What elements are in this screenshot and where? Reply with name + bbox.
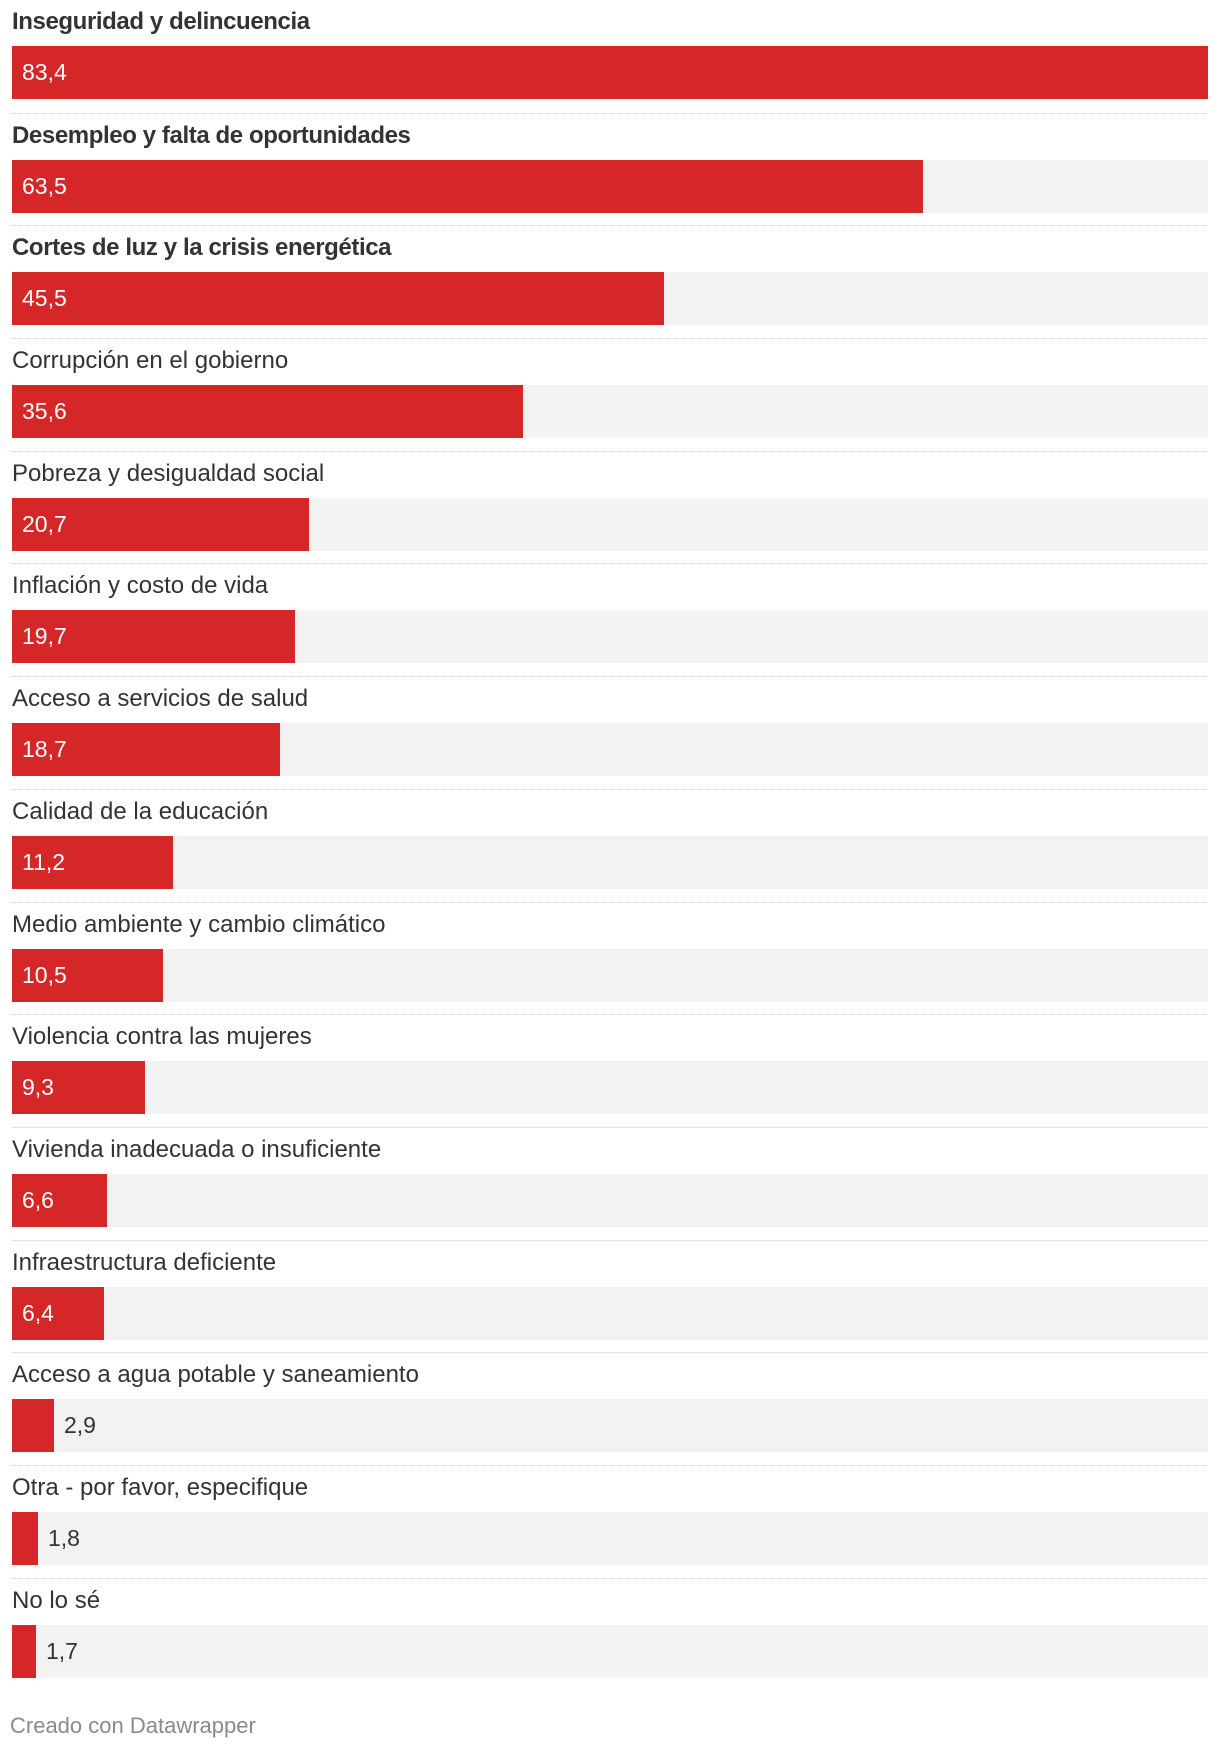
category-label: Inseguridad y delincuencia bbox=[12, 8, 310, 35]
value-label: 11,2 bbox=[22, 848, 66, 875]
bar bbox=[12, 1511, 38, 1565]
bar-track: 45,5 bbox=[12, 272, 1208, 326]
chart-row: Inseguridad y delincuencia 83,4 bbox=[12, 0, 1208, 113]
value-label: 1,7 bbox=[46, 1637, 78, 1664]
bar-track: 6,4 bbox=[12, 1286, 1208, 1340]
category-label: Pobreza y desigualdad social bbox=[12, 459, 325, 487]
category-label: Cortes de luz y la crisis energética bbox=[12, 234, 392, 262]
bar-track: 1,8 bbox=[12, 1511, 1208, 1565]
chart-row: Violencia contra las mujeres 9,3 bbox=[12, 1014, 1208, 1127]
category-label: Corrupción en el gobierno bbox=[12, 347, 289, 375]
datawrapper-credit[interactable]: Creado con Datawrapper bbox=[10, 1713, 256, 1738]
bar bbox=[12, 46, 1208, 99]
bar-track: 9,3 bbox=[12, 1061, 1208, 1115]
bar bbox=[12, 1286, 104, 1340]
value-label: 1,8 bbox=[48, 1524, 80, 1551]
chart-row: Desempleo y falta de oportunidades 63,5 bbox=[12, 112, 1208, 226]
value-label: 18,7 bbox=[22, 736, 67, 763]
bar-track: 2,9 bbox=[12, 1399, 1208, 1453]
category-label: Violencia contra las mujeres bbox=[12, 1023, 312, 1051]
bar bbox=[12, 159, 923, 213]
bar bbox=[12, 835, 173, 889]
bar bbox=[12, 723, 280, 777]
value-label: 10,5 bbox=[22, 961, 67, 988]
bar bbox=[12, 497, 309, 551]
chart-row: Otra - por favor, especifique 1,8 bbox=[12, 1464, 1208, 1578]
value-label: 6,6 bbox=[22, 1186, 54, 1213]
value-label: 35,6 bbox=[22, 398, 67, 425]
category-label: Inflación y costo de vida bbox=[12, 572, 269, 600]
value-label: 2,9 bbox=[64, 1412, 96, 1439]
value-label: 6,4 bbox=[22, 1299, 54, 1326]
chart-row: Acceso a agua potable y saneamiento 2,9 bbox=[12, 1352, 1208, 1465]
category-label: Desempleo y falta de oportunidades bbox=[12, 121, 411, 149]
chart-row: Inflación y costo de vida 19,7 bbox=[12, 563, 1208, 676]
chart-row: Pobreza y desigualdad social 20,7 bbox=[12, 450, 1208, 564]
bar-track: 6,6 bbox=[12, 1173, 1208, 1227]
value-label: 9,3 bbox=[22, 1074, 54, 1101]
category-label: Acceso a agua potable y saneamiento bbox=[12, 1361, 419, 1389]
bar-track: 11,2 bbox=[12, 835, 1208, 889]
chart-row: Cortes de luz y la crisis energética 45,5 bbox=[12, 225, 1208, 338]
bar-track: 20,7 bbox=[12, 497, 1208, 551]
chart-row: No lo sé 1,7 bbox=[12, 1577, 1208, 1691]
bar-track: 18,7 bbox=[12, 723, 1208, 777]
chart-row: Acceso a servicios de salud 18,7 bbox=[12, 676, 1208, 789]
bar-chart: Inseguridad y delincuencia 83,4 Desempleo … bbox=[12, 0, 1208, 1690]
chart-row: Corrupción en el gobierno 35,6 bbox=[12, 338, 1208, 451]
category-label: Otra - por favor, especifique bbox=[12, 1473, 309, 1501]
chart-row: Calidad de la educación 11,2 bbox=[12, 788, 1208, 902]
value-label: 19,7 bbox=[22, 623, 67, 650]
category-label: Infraestructura deficiente bbox=[12, 1248, 277, 1276]
bar bbox=[12, 610, 295, 664]
bar bbox=[12, 948, 163, 1002]
bar-track: 1,7 bbox=[12, 1624, 1208, 1678]
value-label: 63,5 bbox=[22, 172, 67, 199]
bar-track: 83,4 bbox=[12, 46, 1208, 99]
bar bbox=[12, 1173, 107, 1227]
value-label: 20,7 bbox=[22, 510, 67, 537]
category-label: Acceso a servicios de salud bbox=[12, 685, 309, 713]
bar-track: 10,5 bbox=[12, 948, 1208, 1002]
category-label: Vivienda inadecuada o insuficiente bbox=[12, 1135, 382, 1163]
chart-row: Infraestructura deficiente 6,4 bbox=[12, 1239, 1208, 1353]
bar-track: 63,5 bbox=[12, 159, 1208, 213]
bar-track: 35,6 bbox=[12, 385, 1208, 439]
value-label: 83,4 bbox=[22, 59, 67, 85]
bar bbox=[12, 1399, 54, 1453]
bar bbox=[12, 1061, 145, 1115]
chart-row: Vivienda inadecuada o insuficiente 6,6 bbox=[12, 1126, 1208, 1240]
bar bbox=[12, 1624, 36, 1678]
chart-row: Medio ambiente y cambio climático 10,5 bbox=[12, 901, 1208, 1015]
category-label: No lo sé bbox=[12, 1586, 101, 1614]
bar-track: 19,7 bbox=[12, 610, 1208, 664]
bar bbox=[12, 272, 664, 326]
value-label: 45,5 bbox=[22, 285, 67, 312]
bar bbox=[12, 385, 523, 439]
category-label: Calidad de la educación bbox=[12, 797, 269, 825]
category-label: Medio ambiente y cambio climático bbox=[12, 910, 386, 938]
